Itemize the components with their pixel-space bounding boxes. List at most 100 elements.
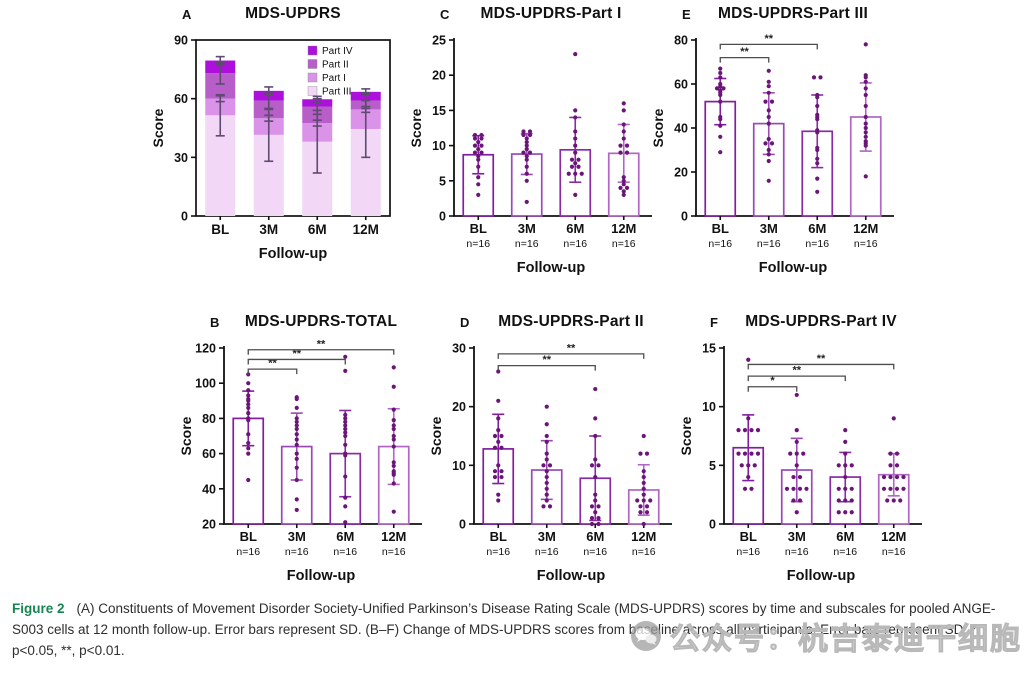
panel-b-header: B MDS-UPDRS-TOTAL <box>178 312 428 336</box>
svg-text:80: 80 <box>674 34 688 48</box>
svg-text:n=16: n=16 <box>736 546 760 558</box>
figure-caption-text: (A) Constituents of Movement Disorder So… <box>12 601 996 658</box>
svg-text:Score: Score <box>178 416 194 455</box>
panel-e: E MDS-UPDRS-Part III 0 20 40 60 80 BL n=16 3M n=… <box>650 4 900 291</box>
svg-text:Score: Score <box>650 108 666 147</box>
svg-text:Part III: Part III <box>322 87 351 98</box>
svg-text:10: 10 <box>702 400 716 414</box>
svg-text:Follow-up: Follow-up <box>259 246 328 262</box>
svg-text:12M: 12M <box>631 529 656 544</box>
panel-f-chart: 051015BLn=163Mn=166Mn=1612Mn=16*****Scor… <box>678 342 922 584</box>
panel-b-title: MDS-UPDRS-TOTAL <box>244 313 398 330</box>
svg-text:100: 100 <box>195 377 216 391</box>
svg-text:40: 40 <box>202 482 216 496</box>
svg-text:**: ** <box>764 33 773 45</box>
panel-d: D MDS-UPDRS-Part II 0 10 20 30 BL n=16 3M n=16 6… <box>428 312 678 599</box>
panel-d-title: MDS-UPDRS-Part II <box>498 313 644 330</box>
svg-text:n=16: n=16 <box>285 546 309 558</box>
panel-e-title: MDS-UPDRS-Part III <box>717 5 868 22</box>
panel-c-chart: 0 5 10 15 20 25 BL n=16 3M n=16 6M n=16 12M n=16 Score… <box>408 34 652 276</box>
svg-text:n=16: n=16 <box>333 546 357 558</box>
svg-text:5: 5 <box>709 459 716 473</box>
svg-text:15: 15 <box>702 342 716 356</box>
svg-text:BL: BL <box>211 222 229 237</box>
panel-a-letter: A <box>182 7 192 22</box>
svg-text:Follow-up: Follow-up <box>787 568 856 584</box>
svg-text:30: 30 <box>174 151 188 165</box>
panel-f: F MDS-UPDRS-Part IV 0 5 10 15 BL n=16 3M n=16 6M… <box>678 312 928 599</box>
svg-text:6M: 6M <box>836 529 854 544</box>
svg-text:BL: BL <box>470 221 487 236</box>
svg-text:n=16: n=16 <box>632 546 656 558</box>
panel-e-header: E MDS-UPDRS-Part III <box>650 4 900 28</box>
panel-c-title: MDS-UPDRS-Part I <box>480 5 622 22</box>
svg-text:15: 15 <box>432 104 446 118</box>
panel-a-header: A MDS-UPDRS <box>150 4 400 28</box>
svg-text:Follow-up: Follow-up <box>517 260 586 276</box>
svg-text:n=16: n=16 <box>466 238 490 250</box>
svg-text:10: 10 <box>432 139 446 153</box>
svg-text:Part IV: Part IV <box>322 46 353 57</box>
svg-text:Score: Score <box>678 416 694 455</box>
svg-text:Score: Score <box>150 108 166 147</box>
svg-text:n=16: n=16 <box>757 238 781 250</box>
svg-text:12M: 12M <box>881 529 906 544</box>
svg-text:0: 0 <box>181 210 188 224</box>
panel-a-title: MDS-UPDRS <box>245 5 341 22</box>
svg-text:12M: 12M <box>353 222 379 237</box>
svg-text:60: 60 <box>174 92 188 106</box>
svg-text:0: 0 <box>459 518 466 532</box>
svg-text:**: ** <box>542 354 551 366</box>
panel-e-letter: E <box>682 7 691 22</box>
svg-text:n=16: n=16 <box>612 238 636 250</box>
svg-text:Score: Score <box>428 416 444 455</box>
panel-a: A MDS-UPDRS 0 30 60 90 BL 3M 6M 12M Part IV Part … <box>150 4 400 279</box>
svg-text:10: 10 <box>452 459 466 473</box>
svg-text:n=16: n=16 <box>805 238 829 250</box>
svg-text:12M: 12M <box>381 529 406 544</box>
svg-text:Score: Score <box>408 108 424 147</box>
svg-text:6M: 6M <box>308 222 327 237</box>
svg-text:n=16: n=16 <box>535 546 559 558</box>
svg-text:Follow-up: Follow-up <box>287 568 356 584</box>
svg-text:n=16: n=16 <box>515 238 539 250</box>
svg-text:Follow-up: Follow-up <box>537 568 606 584</box>
svg-text:Part II: Part II <box>322 60 349 71</box>
svg-text:3M: 3M <box>760 221 778 236</box>
svg-text:60: 60 <box>674 78 688 92</box>
svg-text:6M: 6M <box>566 221 584 236</box>
svg-text:120: 120 <box>195 342 216 356</box>
svg-text:20: 20 <box>452 400 466 414</box>
svg-text:n=16: n=16 <box>882 546 906 558</box>
svg-text:BL: BL <box>490 529 507 544</box>
svg-text:n=16: n=16 <box>486 546 510 558</box>
svg-text:**: ** <box>817 353 826 365</box>
svg-text:**: ** <box>268 358 277 370</box>
svg-text:12M: 12M <box>853 221 878 236</box>
svg-text:**: ** <box>792 365 801 377</box>
svg-text:0: 0 <box>709 518 716 532</box>
svg-text:60: 60 <box>202 447 216 461</box>
svg-text:n=16: n=16 <box>563 238 587 250</box>
svg-text:20: 20 <box>432 69 446 83</box>
svg-text:BL: BL <box>740 529 757 544</box>
svg-text:6M: 6M <box>808 221 826 236</box>
panel-c-header: C MDS-UPDRS-Part I <box>408 4 658 28</box>
svg-text:n=16: n=16 <box>833 546 857 558</box>
panel-b-letter: B <box>210 315 220 330</box>
panel-d-letter: D <box>460 315 470 330</box>
svg-text:20: 20 <box>674 166 688 180</box>
svg-text:5: 5 <box>439 174 446 188</box>
panel-a-chart: 0 30 60 90 BL 3M 6M 12M Part IV Part II Part I Part… <box>150 34 391 262</box>
panel-f-title: MDS-UPDRS-Part IV <box>745 313 897 330</box>
svg-text:40: 40 <box>674 122 688 136</box>
svg-text:6M: 6M <box>586 529 604 544</box>
svg-text:BL: BL <box>240 529 257 544</box>
svg-text:0: 0 <box>439 210 446 224</box>
panel-b: B MDS-UPDRS-TOTAL 20 40 60 80 100 120 BL n=16 3M… <box>178 312 428 599</box>
svg-text:20: 20 <box>202 518 216 532</box>
svg-text:25: 25 <box>432 34 446 48</box>
svg-text:BL: BL <box>712 221 729 236</box>
svg-text:6M: 6M <box>336 529 354 544</box>
